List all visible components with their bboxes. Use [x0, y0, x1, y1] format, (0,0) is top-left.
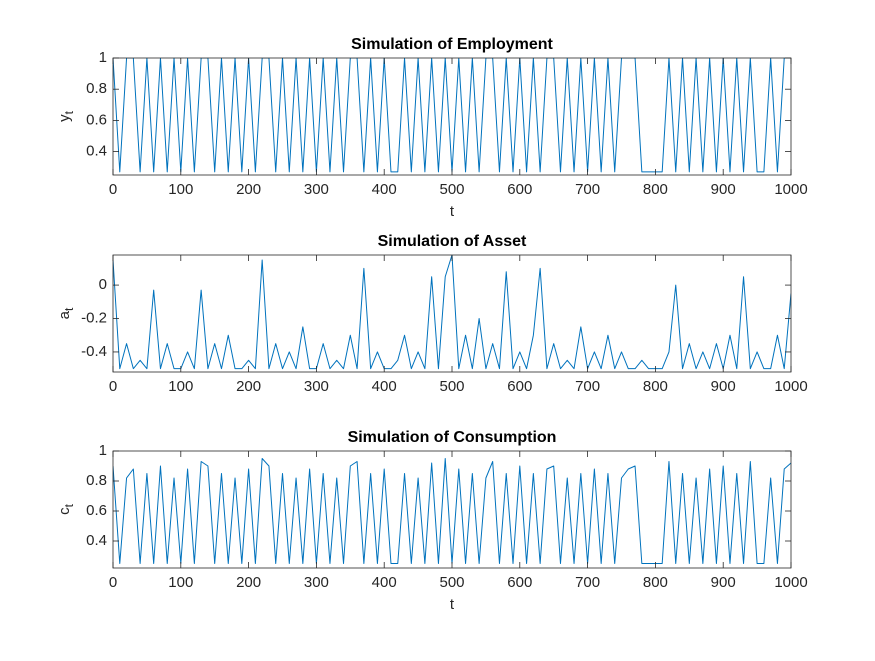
x-tick-label: 600 [507, 574, 532, 591]
x-tick-label: 600 [507, 181, 532, 198]
y-axis-label-main: c [56, 507, 73, 515]
y-tick-label: 0.4 [86, 532, 107, 549]
plot-area [113, 58, 791, 175]
x-tick-label: 1000 [774, 574, 807, 591]
y-tick-label: 0 [99, 276, 107, 293]
y-tick-label: 0.6 [86, 502, 107, 519]
x-tick-label: 800 [643, 181, 668, 198]
x-tick-label: 0 [109, 181, 117, 198]
y-axis-label-subscript: t [62, 307, 76, 311]
x-tick-label: 0 [109, 378, 117, 395]
x-tick-label: 100 [168, 378, 193, 395]
y-axis-label-main: a [56, 310, 73, 319]
series-group [113, 255, 791, 370]
x-tick-label: 400 [372, 378, 397, 395]
x-tick-label: 500 [439, 378, 464, 395]
y-tick-label: 1 [99, 442, 107, 459]
x-axis-label: t [450, 203, 455, 220]
x-tick-label: 900 [711, 181, 736, 198]
x-tick-label: 100 [168, 574, 193, 591]
y-tick-label: -0.2 [81, 309, 107, 326]
chart-title: Simulation of Employment [351, 36, 553, 53]
chart-title: Simulation of Asset [378, 233, 527, 250]
x-tick-label: 700 [575, 181, 600, 198]
y-tick-label: 0.8 [86, 472, 107, 489]
x-tick-label: 1000 [774, 378, 807, 395]
y-tick-label: 1 [99, 49, 107, 66]
x-tick-label: 300 [304, 574, 329, 591]
y-axis-label-main: y [56, 114, 73, 122]
x-tick-label: 900 [711, 378, 736, 395]
x-tick-label: 200 [236, 181, 261, 198]
plot-area [113, 451, 791, 568]
x-tick-label: 800 [643, 574, 668, 591]
x-tick-label: 200 [236, 574, 261, 591]
x-tick-label: 300 [304, 378, 329, 395]
y-tick-label: 0.4 [86, 143, 107, 160]
x-axis-label: t [450, 596, 455, 613]
x-tick-label: 100 [168, 181, 193, 198]
y-axis-label-subscript: t [62, 110, 76, 114]
y-axis-label: at [56, 307, 76, 319]
data-line [113, 255, 791, 370]
y-tick-label: 0.8 [86, 80, 107, 97]
x-tick-label: 200 [236, 378, 261, 395]
y-axis-label-subscript: t [62, 503, 76, 507]
x-tick-label: 400 [372, 574, 397, 591]
x-tick-label: 700 [575, 574, 600, 591]
x-tick-label: 700 [575, 378, 600, 395]
x-tick-label: 500 [439, 181, 464, 198]
x-tick-label: 300 [304, 181, 329, 198]
x-tick-label: 600 [507, 378, 532, 395]
plot-area [113, 255, 791, 372]
x-tick-label: 1000 [774, 181, 807, 198]
y-axis-label: yt [56, 110, 76, 122]
x-tick-label: 0 [109, 574, 117, 591]
x-tick-label: 800 [643, 378, 668, 395]
x-tick-label: 400 [372, 181, 397, 198]
chart-title: Simulation of Consumption [348, 429, 557, 446]
x-tick-label: 500 [439, 574, 464, 591]
y-axis-label: ct [56, 503, 76, 515]
x-tick-label: 900 [711, 574, 736, 591]
y-tick-label: 0.6 [86, 111, 107, 128]
y-tick-label: -0.4 [81, 343, 107, 360]
